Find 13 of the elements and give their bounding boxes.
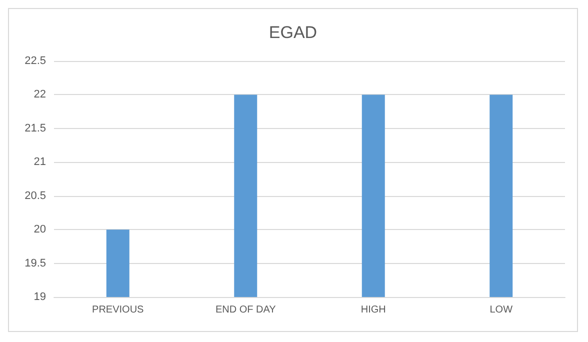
y-tick-label: 21.5 <box>24 122 46 134</box>
y-tick-label: 22 <box>34 88 46 101</box>
y-tick-label: 19 <box>34 291 46 303</box>
x-tick-label: LOW <box>490 304 514 316</box>
x-tick-label: END OF DAY <box>215 304 276 316</box>
y-tick-label: 20 <box>34 224 46 236</box>
y-tick-label: 19.5 <box>24 257 46 270</box>
chart-title: EGAD <box>268 23 318 42</box>
y-tick-label: 20.5 <box>24 190 46 202</box>
x-tick-label: PREVIOUS <box>92 304 144 316</box>
y-tick-label: 22.5 <box>24 55 46 67</box>
y-tick-label: 21 <box>34 156 46 168</box>
x-tick-label: HIGH <box>360 304 386 316</box>
